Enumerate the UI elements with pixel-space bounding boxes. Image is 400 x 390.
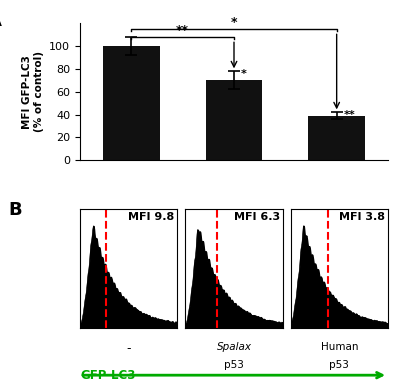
Text: GFP-LC3: GFP-LC3 <box>80 369 135 382</box>
Bar <box>103 46 160 160</box>
Text: *: * <box>241 69 247 79</box>
Text: Spalax: Spalax <box>216 342 252 352</box>
Text: B: B <box>8 201 22 219</box>
Text: -: - <box>126 342 131 355</box>
Text: MFI 6.3: MFI 6.3 <box>234 212 280 222</box>
Bar <box>308 116 365 160</box>
Text: p53: p53 <box>329 360 349 370</box>
Y-axis label: MFI GFP-LC3
(% of control): MFI GFP-LC3 (% of control) <box>22 51 44 132</box>
Bar <box>206 80 262 160</box>
Text: **: ** <box>344 110 356 120</box>
Text: A: A <box>0 12 2 30</box>
Text: MFI 9.8: MFI 9.8 <box>128 212 174 222</box>
Text: **: ** <box>176 24 189 37</box>
Text: Human: Human <box>320 342 358 352</box>
Text: p53: p53 <box>224 360 244 370</box>
Text: *: * <box>231 16 237 29</box>
Text: MFI 3.8: MFI 3.8 <box>339 212 385 222</box>
